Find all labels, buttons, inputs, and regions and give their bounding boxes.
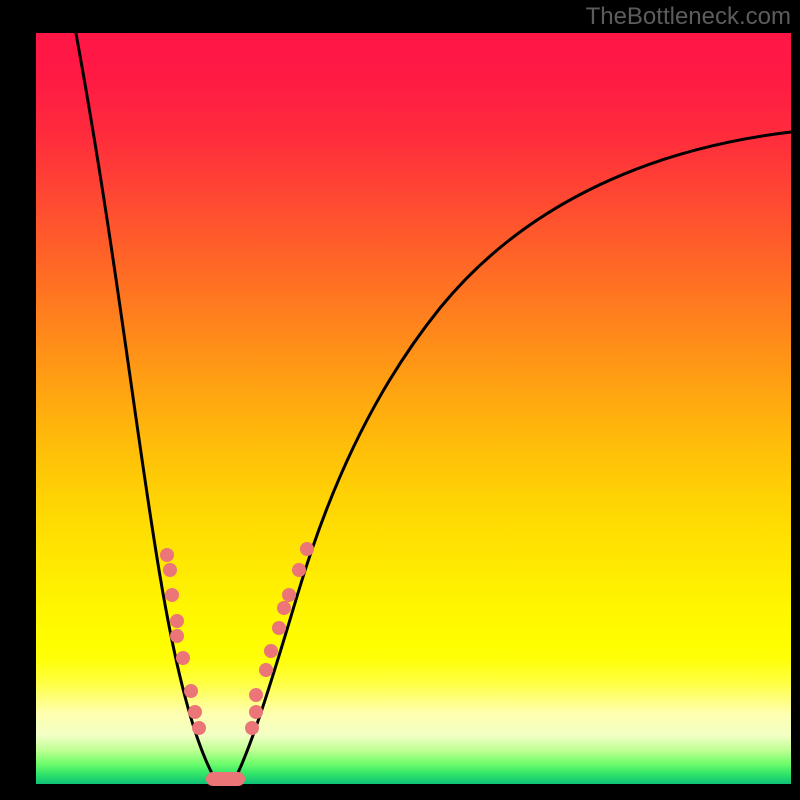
data-marker — [184, 684, 198, 698]
data-marker — [192, 721, 206, 735]
data-marker — [249, 705, 263, 719]
data-marker — [188, 705, 202, 719]
gradient-background — [36, 33, 791, 784]
chart-canvas: TheBottleneck.com — [0, 0, 800, 800]
data-marker — [170, 614, 184, 628]
data-marker — [300, 542, 314, 556]
data-marker — [249, 688, 263, 702]
floor-marker-segment — [206, 772, 245, 786]
data-marker — [272, 621, 286, 635]
data-marker — [160, 548, 174, 562]
data-marker — [277, 601, 291, 615]
data-marker — [176, 651, 190, 665]
data-marker — [163, 563, 177, 577]
data-marker — [165, 588, 179, 602]
data-marker — [264, 644, 278, 658]
data-marker — [170, 629, 184, 643]
data-marker — [282, 588, 296, 602]
data-marker — [245, 721, 259, 735]
data-marker — [292, 563, 306, 577]
watermark-text: TheBottleneck.com — [586, 3, 791, 31]
data-marker — [259, 663, 273, 677]
